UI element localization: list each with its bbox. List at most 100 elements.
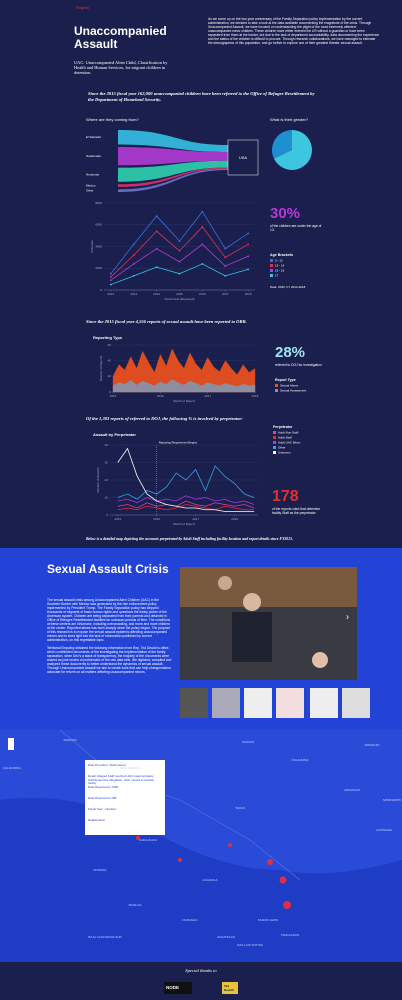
- statement: Below is a detailed map depicting the ac…: [86, 537, 293, 541]
- photo-face: [312, 652, 328, 668]
- photo-wall: [180, 567, 357, 607]
- point: [178, 260, 181, 263]
- stat-text: referred to DOJ for investigation: [275, 363, 322, 367]
- point: [247, 255, 250, 258]
- point: [224, 256, 227, 259]
- map-label: KANSAS: [242, 740, 254, 744]
- legend-swatch: [275, 389, 278, 392]
- legend-label: 0 - 12: [275, 258, 283, 262]
- legend-label: Adult UAC Minor: [278, 440, 300, 444]
- y-tick-label: 20: [105, 478, 109, 482]
- thanks: Special thanks to: [185, 968, 217, 973]
- point: [247, 243, 250, 246]
- flow: [118, 130, 228, 152]
- point: [201, 263, 204, 265]
- y-tick-label: 6000: [95, 223, 102, 227]
- map-label: COAHUILA: [202, 878, 217, 882]
- map-label: MISSOURI: [365, 743, 380, 747]
- dot[interactable]: [136, 836, 140, 840]
- point: [155, 230, 158, 233]
- map-label: NEW MEXICO: [120, 766, 140, 770]
- x-tick-label: 2018: [245, 292, 252, 296]
- point: [178, 249, 181, 252]
- x-tick-label: 2014: [153, 292, 160, 296]
- x-tick-label: 2018: [252, 394, 259, 398]
- dot[interactable]: [279, 876, 287, 884]
- y-tick-label: 0: [109, 390, 111, 394]
- x-tick-label: 2015: [114, 517, 121, 521]
- map-region: [0, 798, 402, 962]
- chart-title: Reporting Type: [93, 335, 123, 340]
- legend-swatch: [270, 264, 273, 267]
- x-tick-label: 2016: [153, 517, 160, 521]
- flow: [118, 160, 228, 182]
- popup: [85, 760, 165, 835]
- y-tick-label: 60: [108, 343, 112, 347]
- sponsor: NODE: [166, 985, 180, 990]
- point: [224, 247, 227, 250]
- title: Unaccompanied Assault: [74, 24, 170, 51]
- x-tick-label: 2016: [157, 394, 164, 398]
- legend-label: 17: [275, 273, 279, 277]
- thumb[interactable]: [342, 688, 370, 718]
- map-label: CHIHUAHUA: [139, 838, 157, 842]
- dot[interactable]: [283, 901, 291, 909]
- legend-title: Perpetrator: [273, 425, 293, 429]
- y-tick-label: 40: [108, 358, 112, 362]
- legend-label: Adult Staff: [278, 435, 292, 439]
- y-tick-label: 8000: [95, 201, 102, 205]
- flow: [118, 168, 228, 192]
- flow: [118, 147, 228, 166]
- stat-value: 28%: [275, 344, 306, 361]
- thumb[interactable]: [276, 688, 304, 718]
- popup-field: Fiscal Year - Number:: [88, 807, 117, 811]
- map-label: TEXAS: [235, 806, 245, 810]
- y-tick-label: 30: [105, 460, 109, 464]
- map-label: ARKANSAS: [344, 788, 360, 792]
- map-label: SONORA: [93, 868, 106, 872]
- point: [132, 274, 135, 277]
- pie-slice: [273, 130, 313, 171]
- legend-label: Sexual Harassment: [280, 388, 306, 392]
- stat-text: of the children are under the age of 13.: [270, 224, 323, 232]
- map-label: ZACATECAS: [217, 935, 235, 939]
- dot[interactable]: [267, 859, 273, 865]
- statement: Of the 1,303 reports of referred to DOJ,…: [86, 416, 243, 421]
- line: [117, 465, 255, 500]
- thumb[interactable]: [310, 688, 338, 718]
- next-arrow[interactable]: ›: [346, 611, 349, 621]
- legend-swatch: [270, 259, 273, 262]
- sponsor: Ted Deutch: [224, 984, 235, 992]
- line: [117, 504, 255, 511]
- thumbnails: [180, 688, 370, 718]
- x-tick-label: 2016: [199, 292, 206, 296]
- x-tick-label: 2017: [222, 292, 229, 296]
- x-axis-label: Month of Report: [173, 522, 195, 526]
- map-label: TAMAULIPAS: [281, 933, 300, 937]
- zoom-control[interactable]: [8, 738, 14, 750]
- statement: Since the 2015 fiscal year 4,556 reports…: [86, 319, 247, 324]
- y-tick-label: 10: [105, 495, 109, 499]
- point: [109, 283, 112, 286]
- line: [117, 447, 255, 512]
- language-link[interactable]: English: [76, 5, 90, 10]
- y-tick-label: 0: [100, 288, 102, 292]
- point: [247, 232, 250, 235]
- chart-title: Assault by Perpetrator: [93, 432, 136, 437]
- point: [201, 243, 204, 246]
- point: [109, 279, 112, 282]
- popup-field: Detail: Alleged Staff touched UAC inappr…: [88, 774, 156, 786]
- legend-swatch: [270, 269, 273, 272]
- sponsor-logo: [222, 982, 238, 994]
- y-axis-label: Number of Reports: [99, 355, 103, 381]
- point: [201, 226, 204, 228]
- thumb[interactable]: [212, 688, 240, 718]
- dot[interactable]: [228, 843, 232, 847]
- thumb[interactable]: [180, 688, 208, 718]
- popup-field: Relationship:: [88, 818, 106, 822]
- dot[interactable]: [178, 858, 182, 862]
- thumb[interactable]: [244, 688, 272, 718]
- destination-label: USA: [239, 155, 248, 160]
- y-tick-label: 0: [106, 513, 108, 517]
